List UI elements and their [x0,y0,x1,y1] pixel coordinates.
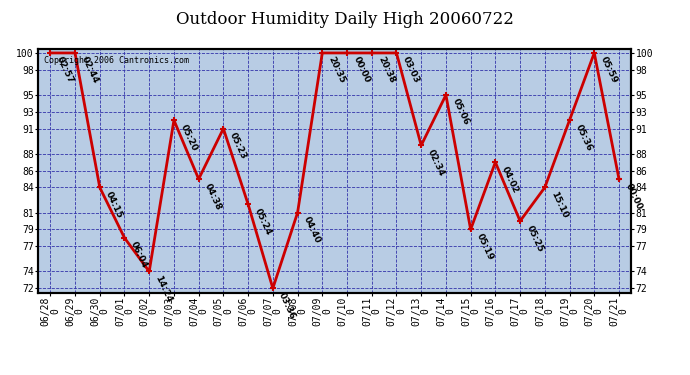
Text: 03:03: 03:03 [401,56,421,85]
Text: 14:24: 14:24 [154,274,174,304]
Text: 05:36: 05:36 [574,123,594,152]
Text: 05:24: 05:24 [253,207,273,237]
Text: 05:06: 05:06 [451,98,471,127]
Text: 04:15: 04:15 [104,190,124,220]
Text: 05:20: 05:20 [179,123,199,152]
Text: Outdoor Humidity Daily High 20060722: Outdoor Humidity Daily High 20060722 [176,11,514,28]
Text: 03:36: 03:36 [277,291,297,321]
Text: 05:25: 05:25 [524,224,544,253]
Text: 04:40: 04:40 [302,215,322,245]
Text: 02:57: 02:57 [55,56,75,85]
Text: 20:38: 20:38 [376,56,396,85]
Text: 15:10: 15:10 [549,190,569,220]
Text: Copyright 2006 Cantronics.com: Copyright 2006 Cantronics.com [44,56,189,65]
Text: 05:19: 05:19 [475,232,495,262]
Text: 20:35: 20:35 [327,56,347,85]
Text: 05:59: 05:59 [599,56,619,85]
Text: 05:23: 05:23 [228,131,248,161]
Text: 04:38: 04:38 [203,182,224,211]
Text: 06:04: 06:04 [129,240,149,270]
Text: 00:00: 00:00 [351,56,371,85]
Text: 02:34: 02:34 [426,148,446,178]
Text: 02:44: 02:44 [79,56,100,86]
Text: 04:02: 04:02 [500,165,520,194]
Text: 00:00: 00:00 [624,182,644,211]
